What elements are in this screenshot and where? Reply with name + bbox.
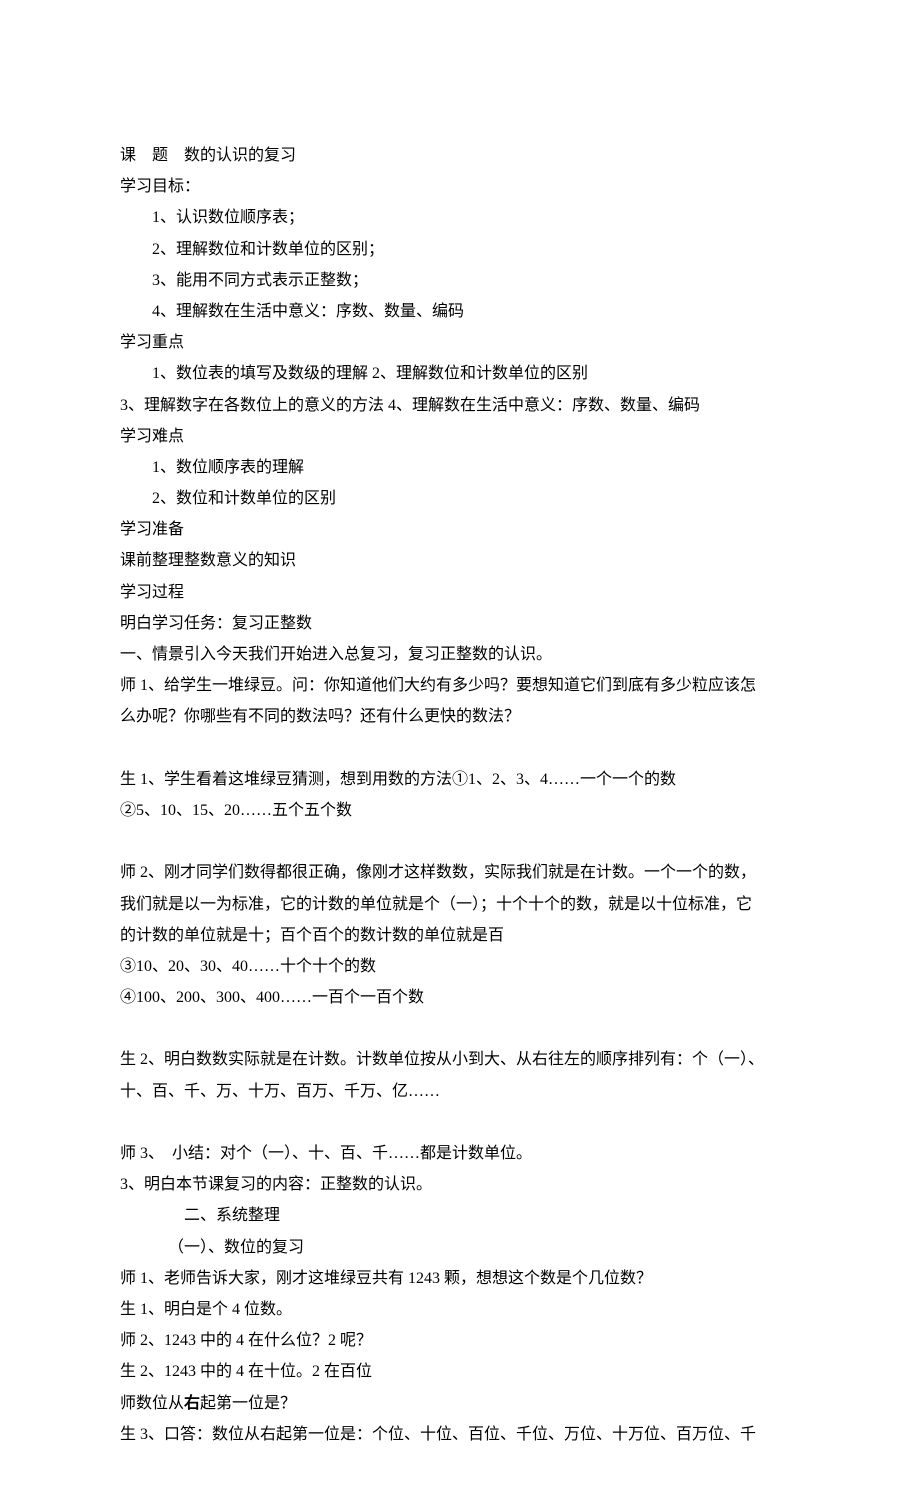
prep-heading: 学习准备 xyxy=(120,514,800,545)
teacher-line: 么办呢？你哪些有不同的数法吗？还有什么更快的数法？ xyxy=(120,701,800,732)
student-line: 生 2、明白数数实际就是在计数。计数单位按从小到大、从右往左的顺序排列有：个（一… xyxy=(120,1044,800,1075)
teacher-line: 师 1、老师告诉大家，刚才这堆绿豆共有 1243 颗，想想这个数是个几位数？ xyxy=(120,1263,800,1294)
difficulty-item: 2、数位和计数单位的区别 xyxy=(120,483,800,514)
goal-item: 2、理解数位和计数单位的区别； xyxy=(120,234,800,265)
text-prefix: 师数位从 xyxy=(120,1395,184,1412)
bold-text: 右 xyxy=(184,1395,200,1412)
student-line: 生 1、学生看着这堆绿豆猜测，想到用数的方法①1、2、3、4……一个一个的数 xyxy=(120,764,800,795)
task-line: 明白学习任务：复习正整数 xyxy=(120,608,800,639)
student-line: ②5、10、15、20……五个五个数 xyxy=(120,795,800,826)
blank-line xyxy=(120,1013,800,1044)
student-line: 生 3、口答：数位从右起第一位是：个位、十位、百位、千位、万位、十万位、百万位、… xyxy=(120,1419,800,1450)
teacher-line: ③10、20、30、40……十个十个的数 xyxy=(120,951,800,982)
prep-text: 课前整理整数意义的知识 xyxy=(120,545,800,576)
student-line: 十、百、千、万、十万、百万、千万、亿…… xyxy=(120,1076,800,1107)
process-heading: 学习过程 xyxy=(120,577,800,608)
blank-line xyxy=(120,1107,800,1138)
goal-item: 3、能用不同方式表示正整数； xyxy=(120,265,800,296)
teacher-line: 我们就是以一为标准，它的计数的单位就是个（一）；十个十个的数，就是以十位标准，它 xyxy=(120,889,800,920)
keypoints-line: 1、数位表的填写及数级的理解 2、理解数位和计数单位的区别 xyxy=(120,358,800,389)
blank-line xyxy=(120,733,800,764)
keypoints-line: 3、理解数字在各数位上的意义的方法 4、理解数在生活中意义：序数、数量、编码 xyxy=(120,390,800,421)
teacher-line: 师数位从右起第一位是？ xyxy=(120,1388,800,1419)
teacher-line: 师 3、 小结：对个（一）、十、百、千……都是计数单位。 xyxy=(120,1138,800,1169)
teacher-line: 师 1、给学生一堆绿豆。问：你知道他们大约有多少吗？要想知道它们到底有多少粒应该… xyxy=(120,670,800,701)
teacher-line: 师 2、刚才同学们数得都很正确，像刚才这样数数，实际我们就是在计数。一个一个的数… xyxy=(120,857,800,888)
section2-heading: 二、系统整理 xyxy=(120,1200,800,1231)
text-suffix: 起第一位是？ xyxy=(200,1395,296,1412)
section1-heading: 一、情景引入今天我们开始进入总复习，复习正整数的认识。 xyxy=(120,639,800,670)
teacher-line: 师 2、1243 中的 4 在什么位？2 呢？ xyxy=(120,1325,800,1356)
keypoints-heading: 学习重点 xyxy=(120,327,800,358)
blank-line xyxy=(120,826,800,857)
course-title: 课 题 数的认识的复习 xyxy=(120,140,800,171)
goal-item: 4、理解数在生活中意义：序数、数量、编码 xyxy=(120,296,800,327)
point-line: 3、明白本节课复习的内容：正整数的认识。 xyxy=(120,1169,800,1200)
student-line: 生 2、1243 中的 4 在十位。2 在百位 xyxy=(120,1356,800,1387)
teacher-line: 的计数的单位就是十；百个百个的数计数的单位就是百 xyxy=(120,920,800,951)
student-line: 生 1、明白是个 4 位数。 xyxy=(120,1294,800,1325)
goals-heading: 学习目标： xyxy=(120,171,800,202)
difficulties-heading: 学习难点 xyxy=(120,421,800,452)
teacher-line: ④100、200、300、400……一百个一百个数 xyxy=(120,982,800,1013)
goal-item: 1、认识数位顺序表； xyxy=(120,202,800,233)
section2-sub: （一）、数位的复习 xyxy=(120,1232,800,1263)
difficulty-item: 1、数位顺序表的理解 xyxy=(120,452,800,483)
